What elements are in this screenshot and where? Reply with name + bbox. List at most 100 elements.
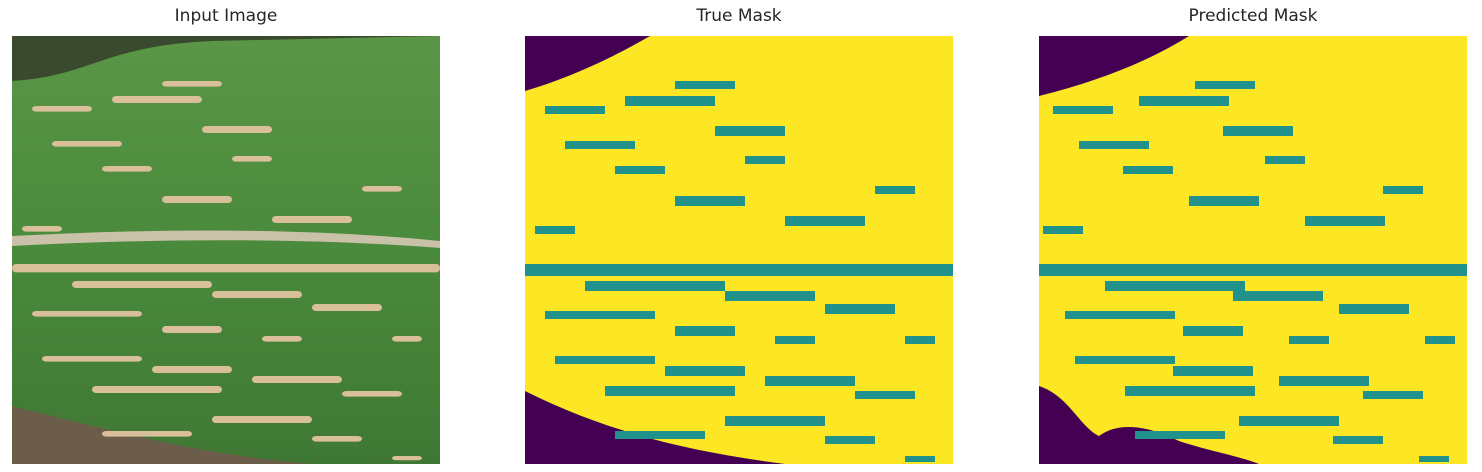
lesion-mark	[1333, 436, 1383, 444]
mask-leaf-area	[1039, 36, 1467, 464]
lesion-mark	[1363, 391, 1423, 399]
lesion-mark	[1419, 456, 1449, 462]
lesion-mark	[272, 216, 352, 223]
lesion-mark	[1043, 226, 1083, 234]
lesion-mark	[1053, 106, 1113, 114]
lesion-mark	[42, 356, 142, 362]
mask-background-top	[1039, 36, 1189, 96]
predicted-mask-panel	[1039, 36, 1467, 464]
lesion-mark	[1305, 216, 1385, 226]
lesion-mark	[1183, 326, 1243, 336]
lesion-mark	[725, 416, 825, 426]
true-mask-image	[525, 36, 953, 464]
lesion-mark	[102, 166, 152, 172]
lesion-mark	[1239, 416, 1339, 426]
lesion-mark	[1105, 281, 1245, 291]
lesion-mark	[112, 96, 202, 103]
panel-title-predicted-mask: Predicted Mask	[1188, 6, 1318, 26]
lesion-mark	[1173, 366, 1253, 376]
lesion-mark	[765, 376, 855, 386]
lesion-mark	[1039, 264, 1467, 276]
lesion-mark	[855, 391, 915, 399]
input-image-panel	[12, 36, 440, 464]
lesion-mark	[715, 126, 785, 136]
lesion-mark	[162, 196, 232, 203]
lesion-mark	[92, 386, 222, 393]
lesion-group	[12, 81, 440, 461]
lesion-mark	[1339, 304, 1409, 314]
mask-background-bottom	[1039, 386, 1259, 464]
lesion-mark	[1079, 141, 1149, 149]
lesion-mark	[202, 126, 272, 133]
lesion-mark	[1123, 166, 1173, 174]
lesion-mark	[342, 391, 402, 397]
mask-lesion-group	[525, 81, 953, 462]
lesion-mark	[615, 431, 705, 439]
lesion-mark	[1125, 386, 1255, 396]
lesion-mark	[905, 456, 935, 462]
lesion-mark	[1425, 336, 1455, 344]
lesion-mark	[102, 431, 192, 437]
lesion-mark	[152, 366, 232, 373]
lesion-mark	[212, 416, 312, 423]
panel-title-input: Input Image	[174, 6, 278, 26]
lesion-mark	[535, 226, 575, 234]
lesion-mark	[545, 311, 655, 319]
lesion-mark	[262, 336, 302, 342]
lesion-mark	[392, 336, 422, 342]
lesion-mark	[312, 304, 382, 311]
lesion-mark	[875, 186, 915, 194]
soil-region	[12, 406, 312, 464]
lesion-mark	[1065, 311, 1175, 319]
lesion-mark	[1383, 186, 1423, 194]
lesion-mark	[905, 336, 935, 344]
lesion-mark	[1223, 126, 1293, 136]
lesion-mark	[1289, 336, 1329, 344]
lesion-mark	[615, 166, 665, 174]
lesion-mark	[1233, 291, 1323, 301]
lesion-mark	[1195, 81, 1255, 89]
lesion-mark	[555, 356, 655, 364]
lesion-mark	[625, 96, 715, 106]
lesion-mark	[212, 291, 302, 298]
mask-lesion-group	[1039, 81, 1467, 462]
lesion-mark	[312, 436, 362, 442]
lesion-mark	[1075, 356, 1175, 364]
lesion-mark	[1135, 431, 1225, 439]
lesion-mark	[675, 196, 745, 206]
lesion-mark	[525, 264, 953, 276]
mask-leaf-area	[525, 36, 953, 464]
lesion-mark	[32, 106, 92, 112]
mask-background-top	[525, 36, 650, 91]
lesion-mark	[52, 141, 122, 147]
lesion-mark	[22, 226, 62, 232]
mask-background-bottom	[525, 391, 785, 464]
lesion-mark	[825, 436, 875, 444]
lesion-mark	[232, 156, 272, 162]
lesion-mark	[12, 264, 440, 273]
lesion-mark	[1265, 156, 1305, 164]
lesion-mark	[72, 281, 212, 288]
lesion-mark	[725, 291, 815, 301]
lesion-mark	[605, 386, 735, 396]
lesion-mark	[745, 156, 785, 164]
lesion-mark	[1279, 376, 1369, 386]
lesion-mark	[1139, 96, 1229, 106]
input-image	[12, 36, 440, 464]
lesion-mark	[665, 366, 745, 376]
lesion-mark	[585, 281, 725, 291]
leaf-region	[12, 36, 440, 464]
lesion-mark	[785, 216, 865, 226]
lesion-mark	[1189, 196, 1259, 206]
lesion-mark	[675, 326, 735, 336]
predicted-mask-image	[1039, 36, 1467, 464]
leaf-midrib	[12, 230, 440, 248]
lesion-mark	[32, 311, 142, 317]
lesion-mark	[675, 81, 735, 89]
lesion-mark	[775, 336, 815, 344]
lesion-mark	[252, 376, 342, 383]
lesion-mark	[392, 456, 422, 461]
true-mask-panel	[525, 36, 953, 464]
lesion-mark	[825, 304, 895, 314]
lesion-mark	[565, 141, 635, 149]
